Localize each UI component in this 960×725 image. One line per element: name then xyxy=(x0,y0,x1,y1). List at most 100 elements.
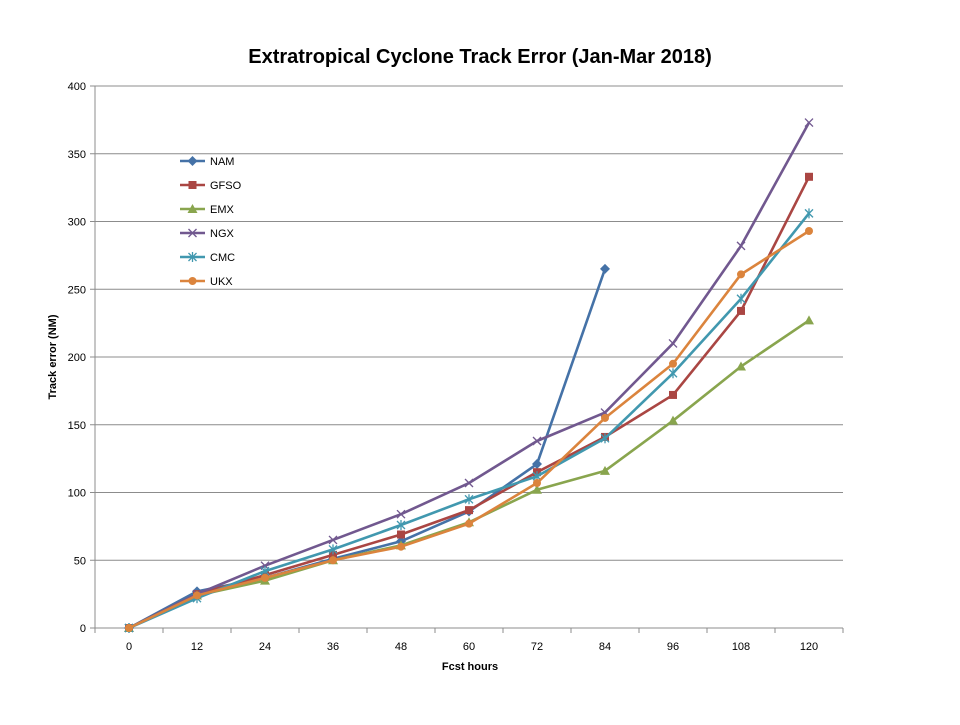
x-tick-label: 84 xyxy=(599,641,611,653)
data-point-cmc xyxy=(396,520,406,531)
data-point-emx xyxy=(736,361,746,371)
legend-item-gfso: GFSO xyxy=(180,180,242,192)
legend-label: CMC xyxy=(210,252,235,264)
marker-stroke xyxy=(464,478,474,488)
data-point-cmc xyxy=(804,208,814,219)
legend-label: EMX xyxy=(210,204,235,216)
marker-stroke xyxy=(188,228,197,238)
chart-title: Extratropical Cyclone Track Error (Jan-M… xyxy=(248,46,712,68)
marker-stroke xyxy=(736,241,746,251)
legend-label: NGX xyxy=(210,228,235,240)
data-point-ngx xyxy=(668,338,678,348)
legend-label: UKX xyxy=(210,276,233,288)
y-tick-label: 350 xyxy=(68,149,86,161)
data-point-ngx xyxy=(328,535,338,545)
data-point-cmc xyxy=(464,494,474,505)
series-line-nam xyxy=(128,268,607,630)
data-point-gfso xyxy=(805,172,813,181)
data-point-cmc xyxy=(736,293,746,304)
data-point-ukx xyxy=(533,479,541,488)
data-point-ukx xyxy=(465,519,473,528)
data-point-ngx xyxy=(532,436,542,446)
x-axis-title: Fcst hours xyxy=(442,661,498,673)
x-tick-label: 120 xyxy=(800,641,818,653)
series-line-emx xyxy=(128,319,810,630)
legend-swatch-marker xyxy=(187,156,198,166)
data-point-ngx xyxy=(736,241,746,251)
legend-item-nam: NAM xyxy=(180,156,234,168)
series-lines xyxy=(124,118,814,633)
x-tick-label: 24 xyxy=(259,641,271,653)
legend-label: NAM xyxy=(210,156,234,168)
legend-label: GFSO xyxy=(210,180,242,192)
y-tick-label: 100 xyxy=(68,488,86,500)
data-point-nam xyxy=(532,459,542,470)
data-point-ngx xyxy=(396,509,406,519)
series-ngx xyxy=(124,118,814,633)
data-point-ukx xyxy=(125,624,133,632)
series-cmc xyxy=(124,208,814,633)
marker-stroke xyxy=(328,535,338,545)
legend-swatch-marker xyxy=(188,181,197,189)
y-tick-label: 400 xyxy=(68,81,86,93)
data-point-emx xyxy=(804,315,814,325)
data-point-emx xyxy=(532,484,542,494)
x-tick-label: 48 xyxy=(395,641,407,653)
data-point-ukx xyxy=(329,556,337,565)
series-nam xyxy=(124,263,610,633)
data-point-ukx xyxy=(261,573,269,582)
y-tick-label: 150 xyxy=(68,420,86,432)
data-point-ukx xyxy=(737,270,745,279)
data-point-emx xyxy=(668,415,678,425)
data-point-cmc xyxy=(600,433,610,444)
y-tick-label: 250 xyxy=(68,284,86,296)
y-tick-label: 0 xyxy=(80,623,86,635)
data-point-gfso xyxy=(465,506,473,515)
marker-stroke xyxy=(668,338,678,348)
x-tick-label: 0 xyxy=(126,641,132,653)
data-point-ukx xyxy=(669,359,677,368)
data-point-ukx xyxy=(601,413,609,422)
data-point-gfso xyxy=(329,550,337,559)
marker-stroke xyxy=(396,509,406,519)
x-tick-label: 72 xyxy=(531,641,543,653)
data-point-gfso xyxy=(397,530,405,539)
series-gfso xyxy=(125,172,813,632)
y-tick-label: 300 xyxy=(68,217,86,229)
x-tick-label: 36 xyxy=(327,641,339,653)
legend-item-emx: EMX xyxy=(180,204,235,216)
data-point-ngx xyxy=(804,118,814,128)
legend-swatch-marker xyxy=(188,277,197,285)
data-point-nam xyxy=(600,263,610,274)
data-point-gfso xyxy=(669,390,677,399)
data-point-cmc xyxy=(668,368,678,379)
data-point-ngx xyxy=(464,478,474,488)
legend-item-cmc: CMC xyxy=(180,252,235,264)
series-line-ukx xyxy=(128,229,810,630)
legend-swatch-marker xyxy=(187,204,198,213)
marker-stroke xyxy=(804,118,814,128)
marker-stroke xyxy=(532,436,542,446)
series-ukx xyxy=(125,226,813,632)
data-point-ukx xyxy=(805,226,813,235)
legend: NAM GFSO EMX NGX CMC UKX xyxy=(180,156,242,288)
x-tick-label: 96 xyxy=(667,641,679,653)
data-point-ukx xyxy=(193,591,201,600)
legend-swatch-marker xyxy=(188,252,197,262)
x-tick-label: 108 xyxy=(732,641,750,653)
legend-swatch-marker xyxy=(188,228,197,238)
y-axis-title: Track error (NM) xyxy=(47,314,59,399)
data-point-cmc xyxy=(328,544,338,555)
series-line-ngx xyxy=(128,121,811,630)
legend-item-ngx: NGX xyxy=(180,228,235,240)
gridlines xyxy=(95,85,843,561)
x-tick-label: 12 xyxy=(191,641,203,653)
data-point-ukx xyxy=(397,542,405,551)
axes: 0 50 100 150 200 250 300 350 400 0 12 24 36 48 60 72 84 9… xyxy=(68,81,844,653)
legend-item-ukx: UKX xyxy=(180,276,233,288)
y-tick-label: 200 xyxy=(68,352,86,364)
y-tick-label: 50 xyxy=(74,555,86,567)
data-point-emx xyxy=(600,465,610,475)
